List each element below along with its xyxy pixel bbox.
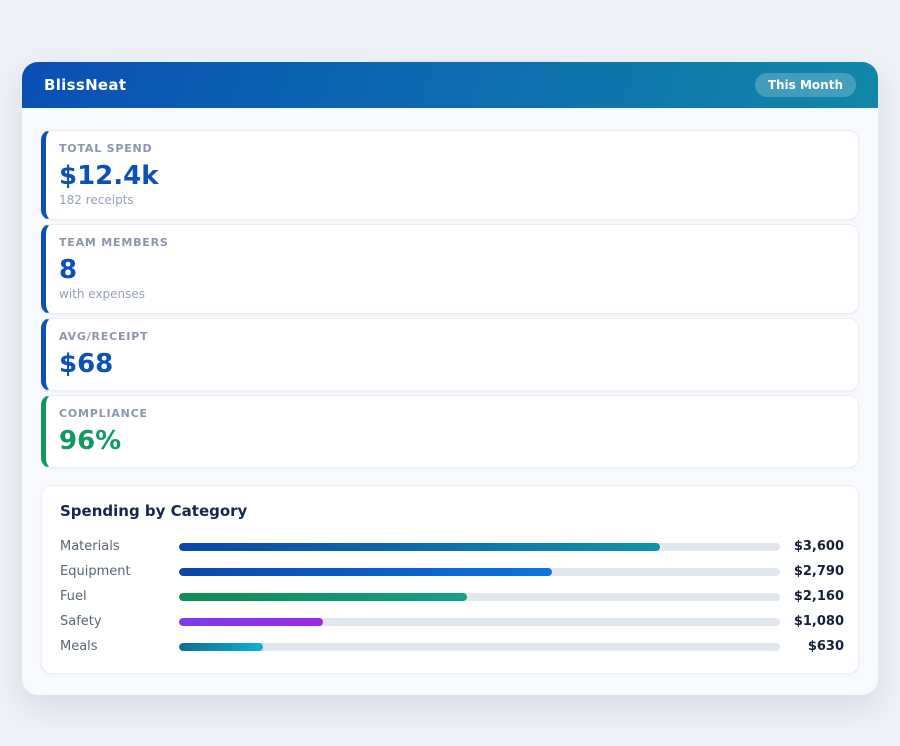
category-bar-fill bbox=[179, 567, 552, 576]
category-value: $630 bbox=[807, 639, 844, 654]
category-label: Equipment bbox=[60, 564, 131, 579]
category-bar-fill bbox=[179, 642, 264, 651]
category-bar-track bbox=[179, 617, 780, 626]
stat-label: TOTAL SPEND bbox=[59, 142, 153, 155]
stat-sub: 182 receipts bbox=[59, 193, 134, 207]
category-bar-fill bbox=[179, 542, 660, 551]
dashboard-content: TOTAL SPEND $12.4k 182 receipts TEAM MEM… bbox=[22, 108, 878, 695]
app-title: BlissNeat bbox=[44, 76, 127, 94]
stat-card-total-spend: TOTAL SPEND $12.4k 182 receipts bbox=[41, 130, 859, 220]
category-label: Safety bbox=[60, 614, 102, 629]
stat-card-compliance: COMPLIANCE 96% bbox=[41, 395, 859, 468]
category-bar-track bbox=[179, 542, 780, 551]
category-row-safety: Safety $1,080 bbox=[60, 609, 844, 634]
category-label: Meals bbox=[60, 639, 98, 654]
stat-value: 96% bbox=[59, 426, 122, 456]
category-value: $1,080 bbox=[793, 614, 844, 629]
stat-value: 8 bbox=[59, 255, 78, 285]
stat-card-team-members: TEAM MEMBERS 8 with expenses bbox=[41, 224, 859, 314]
category-bar-fill bbox=[179, 617, 324, 626]
category-value: $2,790 bbox=[793, 564, 844, 579]
period-badge[interactable]: This Month bbox=[754, 73, 856, 97]
app-header: BlissNeat This Month bbox=[22, 62, 878, 108]
category-bar-track bbox=[179, 642, 780, 651]
stat-value: $68 bbox=[59, 349, 114, 379]
section-title: Spending by Category bbox=[60, 502, 248, 520]
category-row-equipment: Equipment $2,790 bbox=[60, 559, 844, 584]
stat-label: AVG/RECEIPT bbox=[59, 330, 149, 343]
category-bar-track bbox=[179, 592, 780, 601]
category-value: $2,160 bbox=[793, 589, 844, 604]
stat-value: $12.4k bbox=[59, 161, 159, 191]
category-bar-track bbox=[179, 567, 780, 576]
category-row-meals: Meals $630 bbox=[60, 634, 844, 659]
category-value: $3,600 bbox=[793, 539, 844, 554]
dashboard-card: BlissNeat This Month TOTAL SPEND $12.4k … bbox=[22, 62, 878, 695]
category-row-materials: Materials $3,600 bbox=[60, 534, 844, 559]
category-label: Fuel bbox=[60, 589, 87, 604]
category-bar-fill bbox=[179, 592, 468, 601]
stat-sub: with expenses bbox=[59, 287, 146, 301]
spending-by-category-card: Spending by Category Materials $3,600 Eq… bbox=[41, 485, 859, 674]
stat-card-avg-receipt: AVG/RECEIPT $68 bbox=[41, 318, 859, 391]
stat-label: TEAM MEMBERS bbox=[59, 236, 169, 249]
category-row-fuel: Fuel $2,160 bbox=[60, 584, 844, 609]
stat-label: COMPLIANCE bbox=[59, 407, 148, 420]
category-label: Materials bbox=[60, 539, 120, 554]
